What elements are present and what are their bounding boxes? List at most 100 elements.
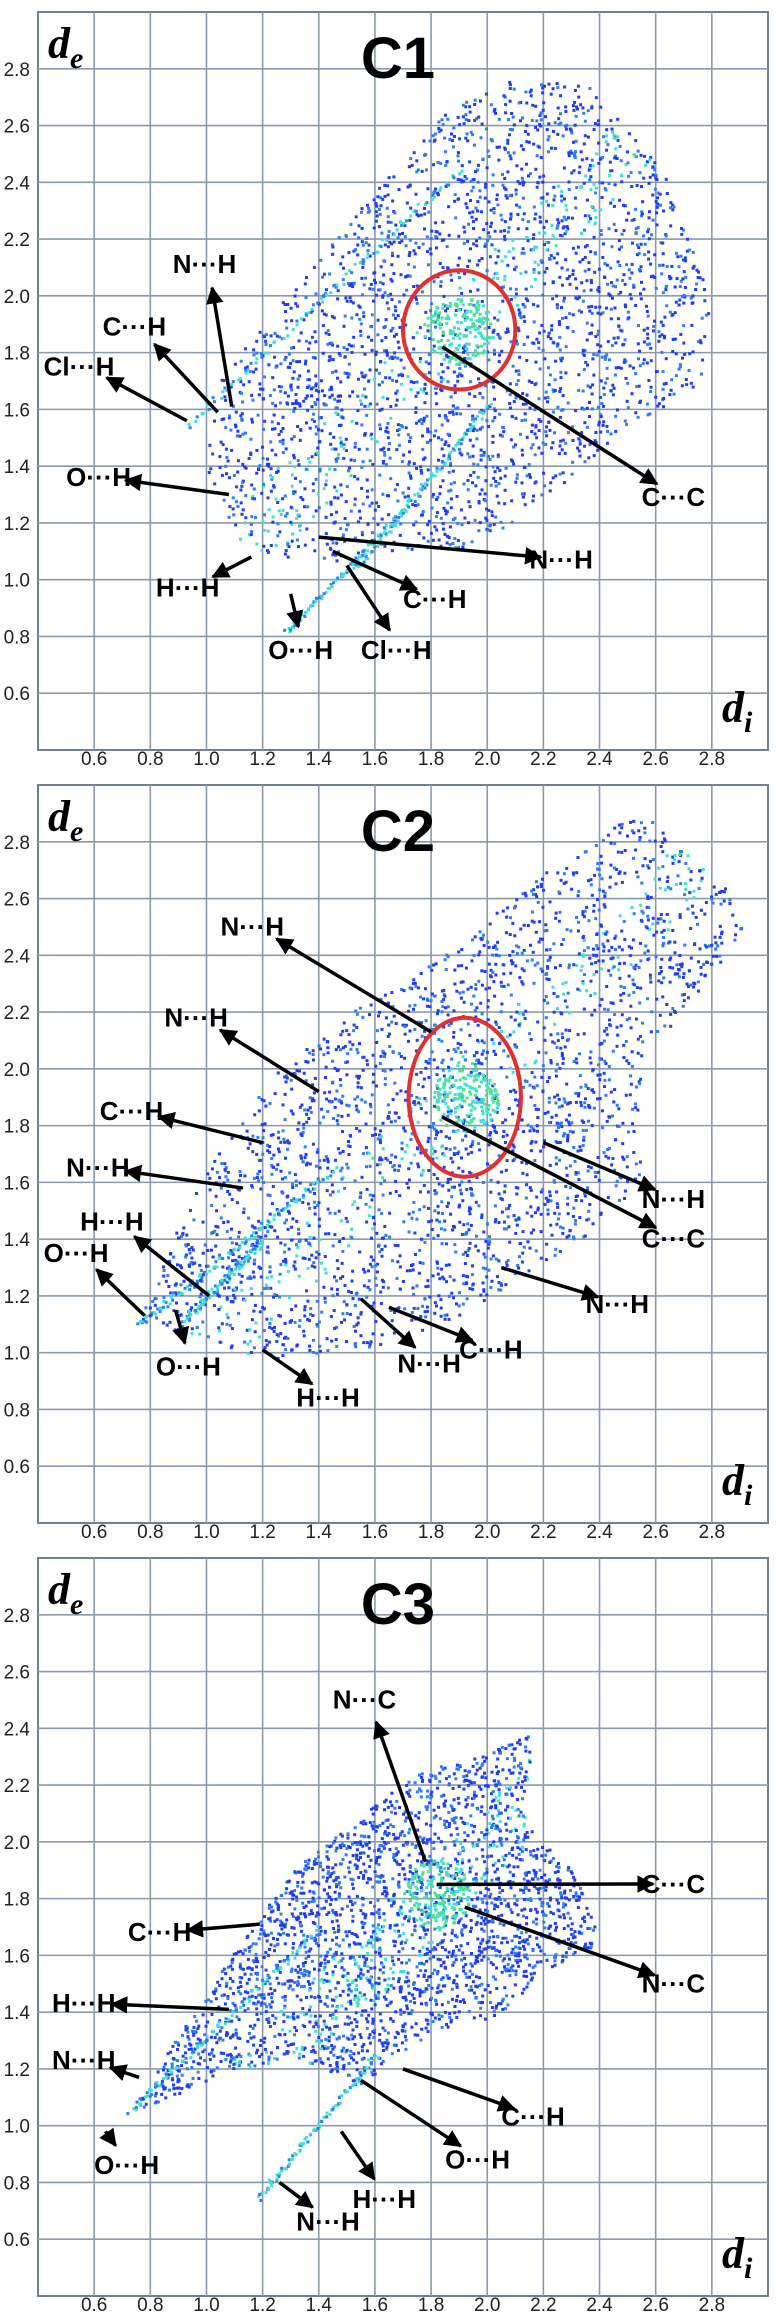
fingerprint-point [636, 1051, 640, 1055]
fingerprint-point [306, 386, 310, 389]
fingerprint-point [599, 379, 603, 383]
y-tick-label: 2.2 [4, 1003, 30, 1024]
fingerprint-point [531, 248, 535, 252]
fingerprint-point [336, 1068, 340, 1072]
fingerprint-point [582, 181, 586, 185]
fingerprint-point [349, 222, 353, 226]
fingerprint-point [554, 1069, 558, 1073]
fingerprint-point [371, 1258, 375, 1262]
fingerprint-point [229, 1346, 233, 1350]
fingerprint-point [567, 963, 571, 967]
fingerprint-point [304, 359, 308, 363]
fingerprint-point [331, 1294, 335, 1298]
fingerprint-spike-point [440, 460, 444, 463]
fingerprint-point [573, 123, 577, 127]
fingerprint-point [425, 440, 429, 444]
fingerprint-point [614, 430, 618, 433]
fingerprint-point [634, 372, 638, 376]
fingerprint-point [230, 1241, 234, 1245]
fingerprint-point [368, 1205, 372, 1209]
fingerprint-point [523, 305, 527, 309]
fingerprint-point [566, 1196, 570, 1200]
fingerprint-spike-point [358, 564, 362, 568]
y-tick-label: 0.8 [4, 1400, 30, 1421]
fingerprint-point [692, 985, 696, 989]
fingerprint-point [390, 1020, 394, 1024]
fingerprint-spike-point [211, 396, 215, 400]
fingerprint-point [362, 311, 366, 315]
fingerprint-point [348, 1145, 352, 1148]
fingerprint-point [243, 521, 247, 525]
fingerprint-point [621, 1121, 625, 1125]
fingerprint-point [529, 88, 533, 92]
fingerprint-hot-point [455, 304, 459, 308]
fingerprint-point [489, 103, 493, 107]
fingerprint-spike-point [255, 357, 259, 361]
fingerprint-point [509, 215, 513, 219]
fingerprint-point [466, 479, 470, 482]
fingerprint-point [468, 438, 472, 442]
fingerprint-spike-point [354, 556, 358, 560]
fingerprint-point [210, 1231, 214, 1235]
fingerprint-point [322, 272, 326, 276]
fingerprint-point [566, 227, 570, 231]
fingerprint-point [443, 136, 447, 140]
fingerprint-point [317, 302, 321, 306]
fingerprint-point [550, 1233, 554, 1237]
fingerprint-spike-point [314, 599, 318, 603]
fingerprint-point [577, 1092, 581, 1096]
fingerprint-point [290, 437, 294, 441]
fingerprint-point [516, 304, 520, 307]
fingerprint-point [306, 505, 310, 509]
fingerprint-point [536, 128, 540, 132]
fingerprint-point [543, 396, 547, 400]
fingerprint-point [510, 112, 514, 115]
fingerprint-point [497, 249, 501, 253]
fingerprint-point [564, 258, 568, 262]
fingerprint-point [456, 1046, 460, 1050]
fingerprint-point [423, 987, 427, 991]
fingerprint-point [382, 273, 386, 277]
fingerprint-point [477, 953, 481, 957]
fingerprint-point [440, 362, 444, 366]
fingerprint-point [543, 929, 547, 933]
fingerprint-point [305, 1112, 309, 1116]
fingerprint-point [661, 263, 665, 267]
fingerprint-point [193, 1261, 197, 1265]
fingerprint-point [372, 299, 375, 303]
fingerprint-point [614, 948, 617, 951]
x-tick-label: 1.4 [306, 1522, 333, 1543]
fingerprint-point [531, 910, 534, 914]
fingerprint-point [447, 1065, 451, 1069]
fingerprint-spike-point [249, 361, 253, 365]
fingerprint-spike-point [432, 190, 436, 194]
fingerprint-point [225, 1322, 229, 1326]
fingerprint-point [314, 292, 318, 296]
fingerprint-point [632, 1130, 636, 1133]
fingerprint-point [606, 939, 610, 943]
fingerprint-point [678, 852, 682, 856]
fingerprint-hot-point [484, 318, 488, 322]
fingerprint-point [213, 419, 216, 423]
fingerprint-point [283, 1321, 287, 1325]
fingerprint-hot-point [431, 319, 435, 323]
fingerprint-point [328, 355, 332, 359]
fingerprint-point [355, 421, 359, 425]
fingerprint-point [308, 1206, 312, 1210]
fingerprint-point [649, 385, 653, 389]
fingerprint-point [583, 269, 587, 273]
fingerprint-point [334, 553, 338, 557]
fingerprint-point [360, 371, 364, 375]
fingerprint-point [378, 280, 382, 284]
fingerprint-hot-point [434, 313, 438, 317]
fingerprint-point [427, 371, 431, 375]
fingerprint-point [457, 1304, 461, 1308]
fingerprint-point [362, 283, 366, 287]
fingerprint-point [317, 1320, 321, 1324]
fingerprint-point [409, 436, 413, 440]
fingerprint-point [251, 494, 255, 498]
fingerprint-point [574, 150, 577, 154]
fingerprint-spike-point [460, 438, 464, 442]
fingerprint-point [627, 316, 631, 320]
fingerprint-point [532, 271, 536, 274]
